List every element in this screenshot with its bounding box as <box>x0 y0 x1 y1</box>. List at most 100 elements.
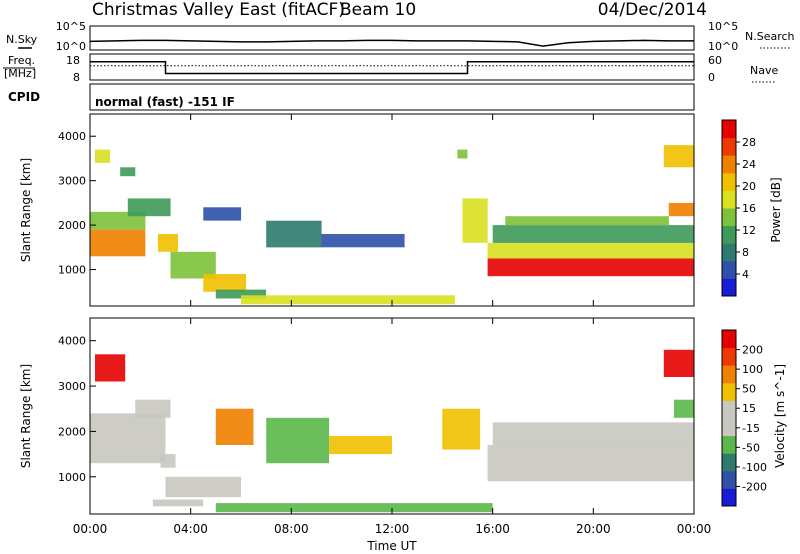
nsky-label: N.Sky <box>6 33 38 46</box>
velocity-region-8 <box>329 436 392 455</box>
velocity-colorbar-swatch-0 <box>722 488 736 507</box>
velocity-colorbar-swatch-3 <box>722 435 736 454</box>
noise-series-group <box>89 39 694 47</box>
xtick-label-0: 00:00 <box>73 522 108 536</box>
velocity-colorbar-tick-label-5: -50 <box>742 441 760 454</box>
noise-panel-frame <box>89 25 695 51</box>
power-ytick-label-1: 3000 <box>58 175 86 188</box>
power-region-1 <box>90 211 146 230</box>
cpid-label: CPID <box>8 90 40 104</box>
power-colorbar: 28 24 20 16 12 8 4 <box>721 119 756 297</box>
station-title: Christmas Valley East (fitACF) <box>92 0 345 20</box>
power-region-16 <box>487 242 694 259</box>
power-colorbar-tick-label-2: 20 <box>742 180 756 193</box>
power-region-0 <box>90 229 146 257</box>
noise-left-tick-bottom: 10^0 <box>56 40 86 53</box>
power-colorbar-swatch-4 <box>722 208 736 227</box>
power-region-2 <box>127 198 171 217</box>
power-region-8 <box>215 289 267 299</box>
freq-label-line1: Freq. <box>8 54 35 67</box>
velocity-region-14 <box>673 399 694 418</box>
velocity-colorbar-tick-label-3: 15 <box>742 402 756 415</box>
power-region-13 <box>462 198 488 243</box>
power-colorbar-tick-label-5: 8 <box>742 246 749 259</box>
power-colorbar-tick-label-1: 24 <box>742 158 756 171</box>
velocity-region-1 <box>135 399 171 418</box>
velocity-region-9 <box>215 503 493 513</box>
velocity-region-3 <box>160 454 176 468</box>
power-colorbar-swatch-2 <box>722 243 736 262</box>
power-region-12 <box>321 234 405 248</box>
velocity-ytick-label-3: 1000 <box>58 471 86 484</box>
velocity-ytick-label-0: 4000 <box>58 335 86 348</box>
velocity-colorbar-frame <box>721 329 737 507</box>
velocity-colorbar: 200 100 50 15 -15 -50 -100 -200 <box>721 329 767 507</box>
power-colorbar-swatch-8 <box>722 137 736 156</box>
frequency-series-group <box>90 61 694 75</box>
velocity-region-6 <box>215 408 254 445</box>
frequency-panel-frame <box>89 53 695 81</box>
power-region-15 <box>487 258 694 277</box>
power-colorbar-swatch-0 <box>722 278 736 297</box>
velocity-colorbar-swatch-7 <box>722 365 736 384</box>
power-colorbar-swatch-9 <box>722 120 736 139</box>
power-region-11 <box>203 207 242 221</box>
power-colorbar-swatch-1 <box>722 260 736 279</box>
xtick-label-1: 04:00 <box>173 522 208 536</box>
velocity-ytick-label-2: 2000 <box>58 425 86 438</box>
power-ylabel: Slant Range [km] <box>19 158 33 262</box>
freq-tick-top: 18 <box>66 54 80 67</box>
power-region-19 <box>663 145 694 168</box>
power-range-ticks: 4000 3000 2000 1000 <box>58 130 96 277</box>
velocity-colorbar-tick-label-2: 50 <box>742 383 756 396</box>
nave-tick-bottom: 0 <box>708 71 715 84</box>
velocity-region-5 <box>152 499 204 507</box>
power-colorbar-tick-label-3: 16 <box>742 202 756 215</box>
power-colorbar-tick-label-0: 28 <box>742 136 756 149</box>
cpid-panel-frame <box>89 83 695 111</box>
velocity-colorbar-swatch-1 <box>722 470 736 489</box>
velocity-region-10 <box>442 408 481 450</box>
power-ytick-label-3: 1000 <box>58 264 86 277</box>
freq-tick-bottom: 8 <box>73 71 80 84</box>
power-region-20 <box>668 202 694 217</box>
nave-tick-top: 60 <box>708 54 722 67</box>
velocity-colorbar-tick-label-1: 100 <box>742 363 763 376</box>
xtick-label-5: 20:00 <box>576 522 611 536</box>
power-colorbar-swatch-3 <box>722 225 736 244</box>
nsky-series-line <box>89 39 694 47</box>
power-ytick-label-0: 4000 <box>58 130 86 143</box>
velocity-region-4 <box>165 476 241 498</box>
noise-left-tick-top: 10^5 <box>56 20 86 33</box>
nsearch-label: N.Search <box>745 30 795 43</box>
velocity-colorbar-label: Velocity [m s^-1] <box>773 364 787 468</box>
power-region-3 <box>95 149 111 163</box>
power-colorbar-tick-label-4: 12 <box>742 224 756 237</box>
freq-label-line2: [MHz] <box>4 67 36 80</box>
velocity-colorbar-tick-label-0: 200 <box>742 344 763 357</box>
power-colorbar-tick-label-6: 4 <box>742 268 749 281</box>
velocity-ytick-label-1: 3000 <box>58 380 86 393</box>
velocity-heatmap <box>90 349 694 513</box>
velocity-colorbar-swatch-2 <box>722 453 736 472</box>
power-heatmap <box>90 145 694 305</box>
noise-right-tick-bottom: 10^0 <box>708 40 738 53</box>
velocity-colorbar-swatch-5 <box>722 400 736 419</box>
power-region-9 <box>241 295 455 305</box>
velocity-colorbar-tick-label-7: -200 <box>742 480 767 493</box>
velocity-ylabel: Slant Range [km] <box>19 364 33 468</box>
power-region-10 <box>266 220 322 248</box>
velocity-colorbar-swatch-4 <box>722 418 736 437</box>
xtick-label-3: 12:00 <box>375 522 410 536</box>
power-colorbar-swatch-7 <box>722 155 736 174</box>
xtick-label-6: 00:00 <box>677 522 712 536</box>
velocity-colorbar-swatch-6 <box>722 382 736 401</box>
power-region-7 <box>203 274 247 292</box>
xtick-label-4: 16:00 <box>475 522 510 536</box>
nave-label: Nave <box>750 64 778 77</box>
frequency-series-line <box>90 61 694 75</box>
velocity-region-2 <box>95 354 126 382</box>
power-region-5 <box>157 234 178 252</box>
velocity-region-13 <box>663 349 694 377</box>
